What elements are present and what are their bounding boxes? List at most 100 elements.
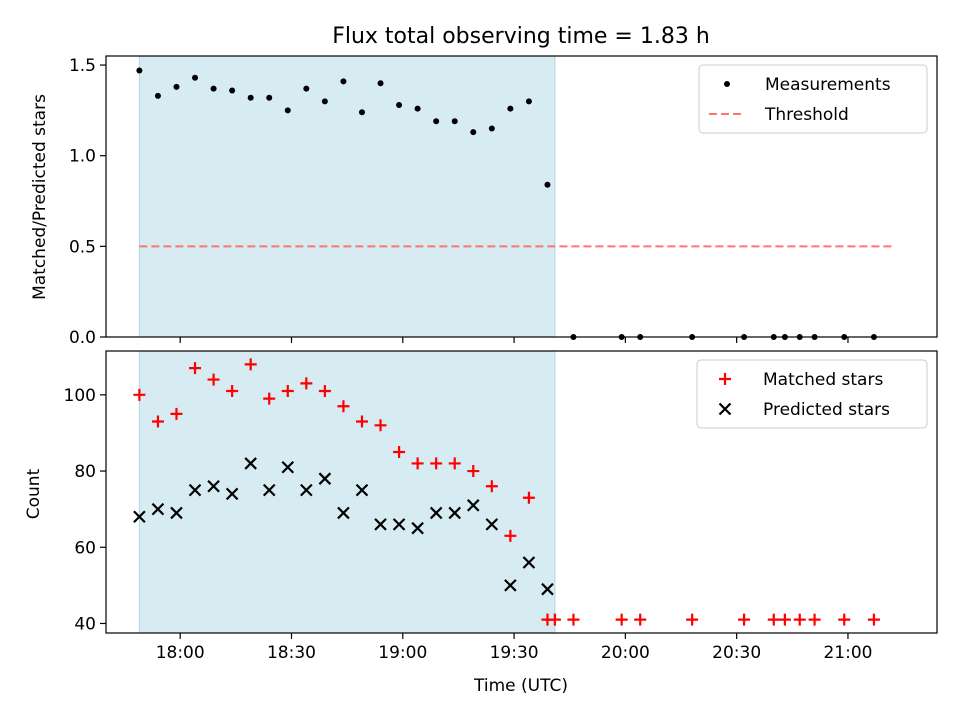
- measurements-point: [470, 129, 477, 136]
- predicted-stars-point: [466, 499, 480, 512]
- matched-stars-point: [793, 613, 806, 626]
- matched-stars-point: [393, 445, 406, 458]
- x-tick-label: 19:30: [490, 643, 539, 663]
- matched-stars-point: [767, 613, 780, 626]
- measurements-point: [210, 85, 217, 92]
- matched-stars-point: [281, 385, 294, 398]
- matched-stars-point: [337, 400, 350, 413]
- matched-stars-point: [448, 457, 461, 470]
- predicted-stars-point: [355, 483, 369, 497]
- predicted-stars-point: [207, 480, 220, 493]
- observing-span: [138, 55, 556, 338]
- chart-title: Flux total observing time = 1.83 h: [332, 24, 710, 49]
- matched-stars-point: [411, 457, 424, 470]
- measurements-point: [488, 125, 495, 132]
- matched-stars-point: [318, 385, 331, 398]
- matched-stars-point: [300, 377, 313, 390]
- matched-stars-point: [263, 392, 276, 405]
- x-tick-label: 19:00: [378, 643, 427, 663]
- predicted-stars-point: [429, 506, 443, 520]
- predicted-stars-point: [188, 483, 202, 497]
- top-panel: 0.0 0.5 1.0 1.5 Measurements Threshold: [69, 55, 938, 348]
- legend-matched-stars-label: Matched stars: [763, 370, 883, 390]
- measurements-point: [358, 109, 365, 116]
- top-y-axis-label: Matched/Predicted stars: [30, 94, 50, 300]
- y-tick-label: 0.0: [69, 328, 96, 348]
- predicted-stars-point: [485, 518, 499, 531]
- matched-stars-point: [504, 529, 517, 542]
- predicted-stars-point: [522, 556, 536, 569]
- predicted-stars-point: [262, 483, 276, 497]
- measurements-point: [507, 105, 514, 112]
- matched-stars-point: [522, 491, 535, 504]
- axes-frame: [105, 55, 938, 338]
- legend-measurements-swatch: [724, 81, 730, 87]
- legend-matched-stars-swatch: [719, 373, 731, 385]
- predicted-stars-point: [133, 510, 146, 524]
- predicted-stars-point: [170, 506, 183, 520]
- x-tick-label: 18:30: [267, 643, 316, 663]
- measurements-point: [136, 67, 143, 74]
- y-tick-label: 60: [74, 538, 96, 558]
- axes-frame: [105, 350, 938, 634]
- measurements-point: [247, 94, 254, 101]
- matched-stars-point: [686, 613, 699, 626]
- y-tick-label: 40: [74, 614, 96, 634]
- predicted-stars-point: [337, 506, 350, 520]
- matched-stars-point: [374, 419, 387, 432]
- matched-stars-point: [355, 415, 368, 428]
- measurements-point: [154, 92, 161, 99]
- legend-box: [696, 359, 928, 429]
- measurements-point: [525, 98, 532, 105]
- x-tick-label: 18:00: [156, 643, 205, 663]
- matched-stars-point: [738, 613, 751, 626]
- predicted-stars-point: [225, 487, 239, 501]
- matched-stars-point: [838, 613, 851, 626]
- matched-stars-point: [226, 385, 239, 398]
- measurements-point: [396, 101, 403, 108]
- predicted-stars-point: [281, 460, 295, 474]
- x-tick-label: 20:30: [712, 643, 761, 663]
- matched-stars-point: [567, 613, 580, 626]
- matched-stars-point: [778, 613, 791, 626]
- matched-stars-point: [189, 362, 202, 375]
- measurements-point: [229, 87, 236, 94]
- predicted-stars-point: [151, 502, 165, 516]
- measurements-point: [340, 78, 347, 85]
- measurements-point: [284, 107, 291, 114]
- measurements-point: [377, 80, 384, 87]
- y-tick-label: 1.0: [69, 147, 96, 167]
- matched-stars-point: [808, 613, 821, 626]
- bottom-panel: 40 60 80 100 18:00 18:30 19:00 19:30 20:00 20:30 2…: [64, 350, 938, 663]
- matched-stars-point: [430, 457, 443, 470]
- matched-stars-point: [867, 613, 880, 626]
- measurements-point: [321, 98, 328, 105]
- matched-stars-point: [170, 407, 183, 420]
- matched-stars-point: [207, 373, 220, 386]
- measurements-point: [451, 118, 458, 125]
- y-tick-label: 0.5: [69, 237, 96, 257]
- measurements-point: [303, 85, 310, 92]
- predicted-stars-point: [411, 521, 424, 535]
- matched-stars-point: [151, 415, 164, 428]
- predicted-stars-point: [541, 582, 554, 596]
- predicted-stars-point: [392, 518, 406, 531]
- matched-stars-point: [133, 388, 146, 401]
- measurements-point: [266, 94, 273, 101]
- predicted-stars-point: [504, 579, 517, 592]
- matched-stars-point: [615, 613, 628, 626]
- predicted-stars-point: [448, 506, 462, 520]
- predicted-stars-point: [374, 518, 387, 531]
- legend: Measurements Threshold: [698, 64, 928, 134]
- matched-stars-point: [634, 613, 647, 626]
- y-tick-label: 80: [74, 462, 96, 482]
- predicted-stars-point: [300, 483, 313, 497]
- predicted-stars-point: [318, 472, 332, 485]
- x-axis-label: Time (UTC): [473, 676, 568, 696]
- matched-stars-point: [485, 480, 498, 493]
- bottom-y-axis-label: Count: [24, 468, 44, 519]
- measurements-point: [544, 181, 551, 188]
- y-tick-label: 100: [64, 386, 96, 406]
- legend-measurements-label: Measurements: [765, 75, 891, 95]
